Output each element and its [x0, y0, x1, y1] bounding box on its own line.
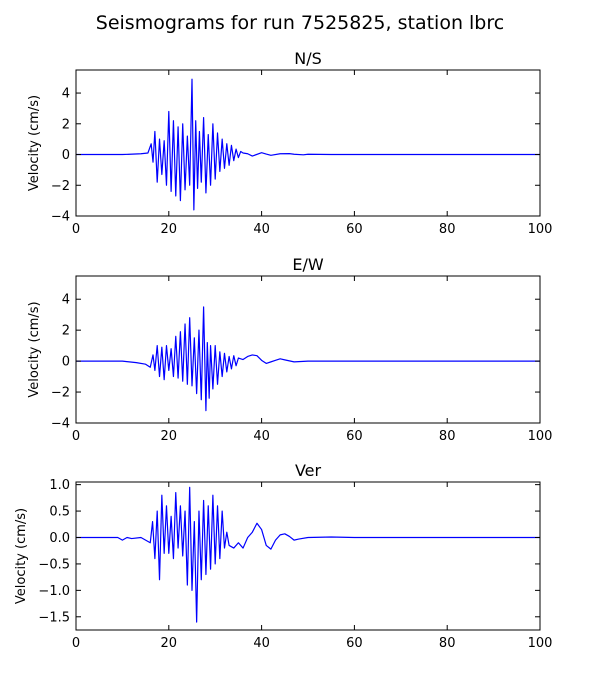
x-tick-label: 20 — [161, 429, 178, 444]
x-tick-label: 40 — [253, 429, 270, 444]
panel-title-ns: N/S — [294, 49, 322, 68]
y-tick-label: 0.5 — [49, 505, 70, 520]
x-tick-label: 80 — [439, 222, 456, 237]
y-tick-label: −1.5 — [38, 610, 70, 625]
plot-frame-ns — [75, 69, 541, 217]
x-tick-label: 60 — [346, 636, 363, 651]
x-tick-label: 80 — [439, 636, 456, 651]
x-tick-label: 40 — [253, 636, 270, 651]
x-tick-label: 100 — [528, 429, 553, 444]
y-tick-label: 1.0 — [49, 478, 70, 493]
series-line-ns — [76, 78, 540, 211]
plot-frame-ew — [75, 275, 541, 424]
x-tick-label: 20 — [161, 636, 178, 651]
y-tick-label: −4 — [51, 210, 70, 225]
x-tick-label: 0 — [72, 636, 80, 651]
y-axis-label-ew: Velocity (cm/s) — [27, 301, 42, 397]
x-tick-label: 0 — [72, 222, 80, 237]
y-tick-label: 4 — [62, 293, 70, 308]
y-tick-label: −4 — [51, 417, 70, 432]
x-tick-label: 40 — [253, 222, 270, 237]
y-tick-label: −1.0 — [38, 584, 70, 599]
plot-frame-ver — [75, 481, 541, 631]
y-tick-label: −0.5 — [38, 557, 70, 572]
x-tick-label: 60 — [346, 429, 363, 444]
y-tick-label: 0 — [62, 148, 70, 163]
y-tick-label: −2 — [51, 386, 70, 401]
x-tick-label: 60 — [346, 222, 363, 237]
figure-title: Seismograms for run 7525825, station lbr… — [96, 12, 504, 34]
y-axis-label-ver: Velocity (cm/s) — [14, 508, 29, 604]
x-tick-label: 80 — [439, 429, 456, 444]
y-axis-label-ns: Velocity (cm/s) — [27, 95, 42, 191]
panel-title-ew: E/W — [292, 255, 324, 274]
x-tick-label: 100 — [528, 636, 553, 651]
x-tick-label: 20 — [161, 222, 178, 237]
series-line-ew — [76, 306, 540, 412]
y-tick-label: 0.0 — [49, 531, 70, 546]
y-tick-label: 0 — [62, 355, 70, 370]
panel-ver: Ver Velocity (cm/s) 0 20 40 60 80 100 1.0 0.5 0.0 −… — [14, 461, 552, 651]
x-tick-label: 100 — [528, 222, 553, 237]
y-tick-label: 2 — [62, 117, 70, 132]
y-tick-label: 4 — [62, 87, 70, 102]
y-tick-label: −2 — [51, 179, 70, 194]
x-tick-label: 0 — [72, 429, 80, 444]
y-tick-label: 2 — [62, 324, 70, 339]
series-line-ver — [76, 486, 540, 623]
panel-title-ver: Ver — [295, 461, 322, 480]
